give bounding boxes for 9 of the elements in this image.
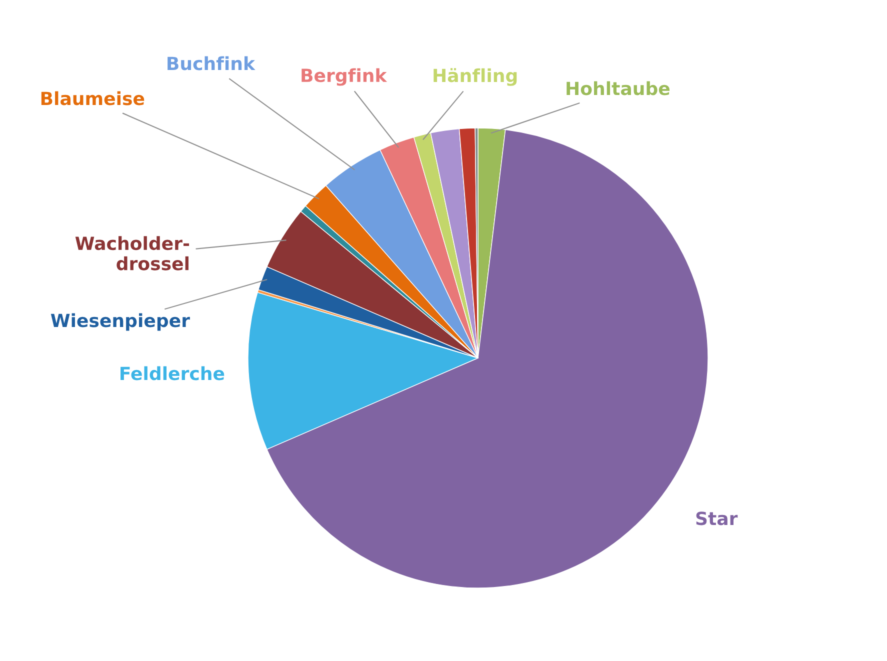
slice-label: Blaumeise: [41, 91, 144, 106]
slice-label: Bergfink: [302, 68, 388, 86]
slice-label: Star: [696, 512, 738, 526]
slice-label: Buchfink: [168, 56, 256, 70]
slice-label: Wiesenpieper: [50, 313, 190, 331]
slice-label: Wacholder- drossel: [75, 236, 190, 270]
slice-label: Hohltaube: [566, 81, 670, 96]
slice-label: Feldlerche: [120, 366, 224, 380]
slice-label: Hänfling: [434, 68, 517, 86]
